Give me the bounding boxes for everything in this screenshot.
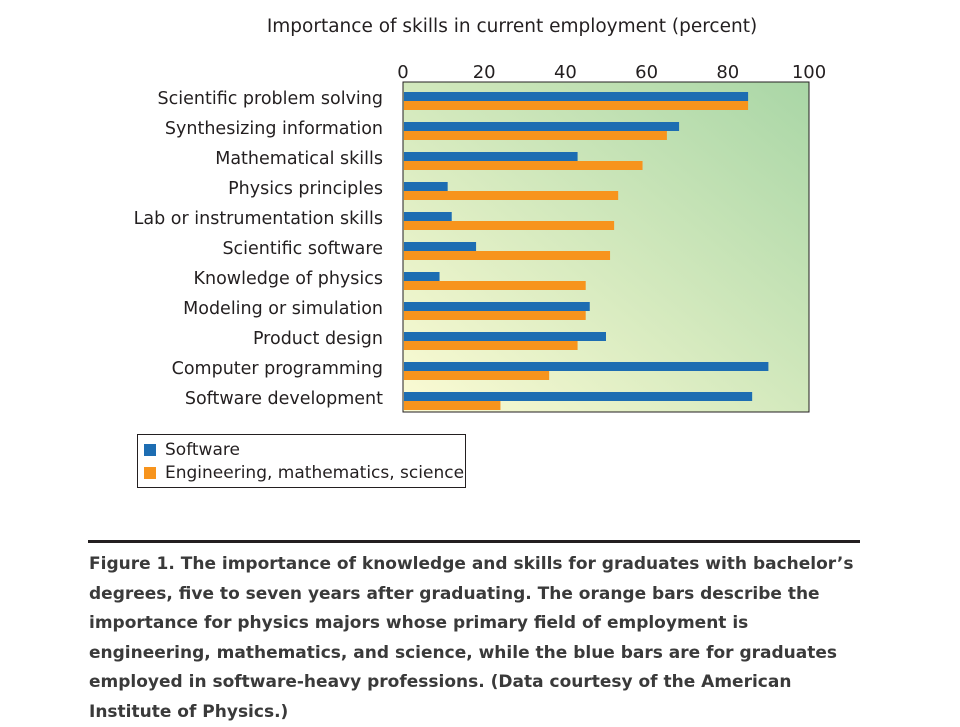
category-label: Computer programming xyxy=(172,359,383,379)
bar-engineering-math-science xyxy=(404,251,611,260)
bar-software xyxy=(404,362,769,371)
category-labels: Scientific problem solving Synthesizing i… xyxy=(134,89,383,409)
legend: Software Engineering, mathematics, scien… xyxy=(137,434,466,488)
bar-engineering-math-science xyxy=(404,401,501,410)
legend-item-software: Software xyxy=(144,440,240,460)
bar-software xyxy=(404,92,749,101)
category-label: Synthesizing information xyxy=(165,119,383,139)
x-tick-label: 60 xyxy=(635,62,658,83)
bar-engineering-math-science xyxy=(404,191,619,200)
bar-engineering-math-science xyxy=(404,311,586,320)
bar-software xyxy=(404,302,590,311)
x-tick-label: 100 xyxy=(792,62,826,83)
bar-engineering-math-science xyxy=(404,131,667,140)
bars xyxy=(404,92,769,410)
bar-engineering-math-science xyxy=(404,161,643,170)
figure-caption: Figure 1. The importance of knowledge an… xyxy=(89,554,854,722)
bar-software xyxy=(404,182,448,191)
legend-swatch-software xyxy=(144,444,156,456)
bar-software xyxy=(404,272,440,281)
bar-engineering-math-science xyxy=(404,341,578,350)
bar-engineering-math-science xyxy=(404,221,615,230)
legend-item-ems: Engineering, mathematics, science xyxy=(144,463,464,483)
category-label: Product design xyxy=(253,329,383,349)
category-label: Lab or instrumentation skills xyxy=(134,209,383,229)
x-tick-label: 0 xyxy=(397,62,408,83)
skills-bar-chart: Importance of skills in current employme… xyxy=(134,16,826,413)
bar-engineering-math-science xyxy=(404,281,586,290)
category-label: Scientific software xyxy=(222,239,383,259)
category-label: Physics principles xyxy=(228,179,383,199)
legend-label-ems: Engineering, mathematics, science xyxy=(165,463,465,483)
x-tick-label: 20 xyxy=(473,62,496,83)
category-label: Scientific problem solving xyxy=(158,89,383,109)
category-label: Modeling or simulation xyxy=(183,299,383,319)
bar-software xyxy=(404,122,680,131)
legend-label-software: Software xyxy=(165,440,240,460)
caption-divider xyxy=(88,540,860,543)
chart-title: Importance of skills in current employme… xyxy=(267,16,757,37)
legend-swatch-ems xyxy=(144,467,156,479)
category-label: Knowledge of physics xyxy=(194,269,383,289)
x-tick-label: 80 xyxy=(716,62,739,83)
bar-software xyxy=(404,392,753,401)
bar-software xyxy=(404,212,452,221)
category-label: Mathematical skills xyxy=(215,149,383,169)
x-tick-label: 40 xyxy=(554,62,577,83)
category-label: Software development xyxy=(185,389,383,409)
bar-software xyxy=(404,152,578,161)
bar-software xyxy=(404,242,477,251)
bar-engineering-math-science xyxy=(404,101,749,110)
bar-software xyxy=(404,332,606,341)
x-axis-ticks: 0 20 40 60 80 100 xyxy=(397,62,826,83)
bar-engineering-math-science xyxy=(404,371,550,380)
